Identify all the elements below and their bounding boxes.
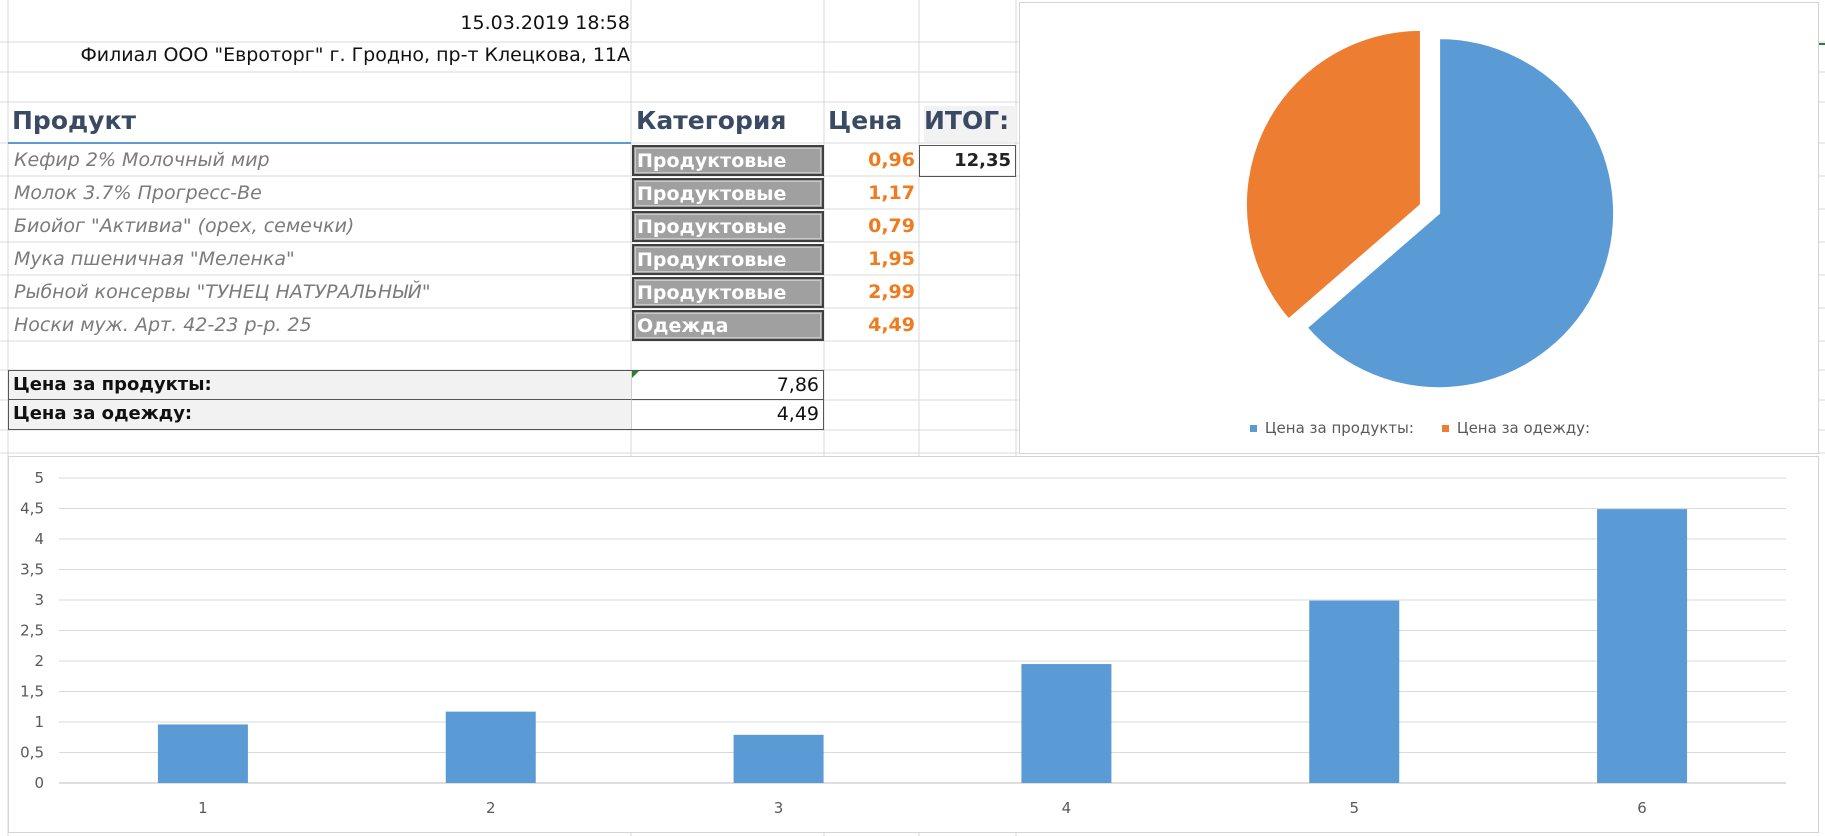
pie-chart[interactable] xyxy=(1020,3,1820,455)
bar[interactable] xyxy=(733,734,824,783)
column-header-total[interactable]: ИТОГ: xyxy=(924,106,1016,142)
legend-item-products[interactable]: Цена за продукты: xyxy=(1249,419,1414,437)
summary-label-clothing[interactable]: Цена за одежду: xyxy=(9,400,631,429)
price-cell[interactable]: 2,99 xyxy=(868,281,915,303)
summary-table xyxy=(8,370,824,430)
x-tick-label: 2 xyxy=(486,799,496,817)
total-value-cell[interactable]: 12,35 xyxy=(919,145,1016,177)
column-header-product[interactable]: Продукт xyxy=(12,106,136,135)
product-cell[interactable]: Молок 3.7% Прогресс-Ве xyxy=(14,182,262,204)
product-cell[interactable]: Мука пшеничная "Меленка" xyxy=(14,248,295,270)
category-cell[interactable]: Продуктовые xyxy=(632,244,824,275)
y-tick-label: 5 xyxy=(34,469,44,487)
product-cell[interactable]: Рыбной консервы "ТУНЕЦ НАТУРАЛЬНЫЙ" xyxy=(14,281,431,303)
column-header-category[interactable]: Категория xyxy=(636,106,787,135)
pie-slice[interactable] xyxy=(1244,28,1422,321)
y-tick-label: 1,5 xyxy=(20,683,44,701)
legend-label: Цена за продукты: xyxy=(1264,419,1414,437)
y-tick-label: 4,5 xyxy=(20,500,44,518)
legend-swatch xyxy=(1441,424,1449,432)
legend-label: Цена за одежду: xyxy=(1456,419,1591,437)
pie-slice[interactable] xyxy=(1305,37,1616,390)
y-tick-label: 3,5 xyxy=(20,561,44,579)
bar[interactable] xyxy=(445,711,536,783)
bar[interactable] xyxy=(1597,509,1688,783)
price-cell[interactable]: 0,96 xyxy=(868,149,915,171)
pie-legend: Цена за продукты: Цена за одежду: xyxy=(1020,416,1820,440)
store-address-cell[interactable]: Филиал ООО "Евроторг" г. Гродно, пр-т Кл… xyxy=(80,44,630,66)
price-cell[interactable]: 0,79 xyxy=(868,215,915,237)
bar-chart-panel[interactable]: 0 0,5 1 1,5 2 2,5 3 3,5 4 4,5 5 1 2 3 4 5 6 xyxy=(8,456,1819,833)
x-tick-label: 1 xyxy=(198,799,208,817)
summary-value-products[interactable]: 7,86 xyxy=(631,371,823,400)
category-cell[interactable]: Продуктовые xyxy=(632,178,824,209)
price-cell[interactable]: 1,17 xyxy=(868,182,915,204)
y-tick-label: 1 xyxy=(34,713,44,731)
y-tick-label: 2 xyxy=(34,652,44,670)
bar-chart[interactable]: 0 0,5 1 1,5 2 2,5 3 3,5 4 4,5 5 1 2 3 4 5 6 xyxy=(9,457,1820,834)
product-cell[interactable]: Кефир 2% Молочный мир xyxy=(14,149,270,171)
category-cell[interactable]: Одежда xyxy=(632,310,824,341)
bar[interactable] xyxy=(1021,664,1112,783)
price-cell[interactable]: 1,95 xyxy=(868,248,915,270)
y-tick-label: 3 xyxy=(34,591,44,609)
price-cell[interactable]: 4,49 xyxy=(868,314,915,336)
cell-comment-marker xyxy=(632,371,639,378)
product-cell[interactable]: Носки муж. Арт. 42-23 р-р. 25 xyxy=(14,314,312,336)
y-tick-label: 0,5 xyxy=(20,744,44,762)
category-cell[interactable]: Продуктовые xyxy=(632,145,824,176)
y-tick-label: 0 xyxy=(34,774,44,792)
datetime-cell[interactable]: 15.03.2019 18:58 xyxy=(460,12,630,34)
y-tick-label: 4 xyxy=(34,530,44,548)
x-tick-label: 5 xyxy=(1349,799,1359,817)
summary-label-products[interactable]: Цена за продукты: xyxy=(9,371,631,400)
column-header-price[interactable]: Цена xyxy=(828,106,903,135)
category-cell[interactable]: Продуктовые xyxy=(632,211,824,242)
category-cell[interactable]: Продуктовые xyxy=(632,277,824,308)
legend-swatch xyxy=(1249,424,1257,432)
summary-value-clothing[interactable]: 4,49 xyxy=(631,400,823,429)
pie-chart-panel[interactable]: Цена за продукты: Цена за одежду: xyxy=(1019,2,1819,454)
x-tick-label: 4 xyxy=(1062,799,1072,817)
y-tick-label: 2,5 xyxy=(20,622,44,640)
x-tick-label: 3 xyxy=(774,799,784,817)
legend-item-clothing[interactable]: Цена за одежду: xyxy=(1441,419,1591,437)
bar[interactable] xyxy=(1309,600,1400,783)
bar[interactable] xyxy=(157,724,248,783)
product-cell[interactable]: Биойог "Активиа" (орех, семечки) xyxy=(14,215,355,237)
x-tick-label: 6 xyxy=(1637,799,1647,817)
